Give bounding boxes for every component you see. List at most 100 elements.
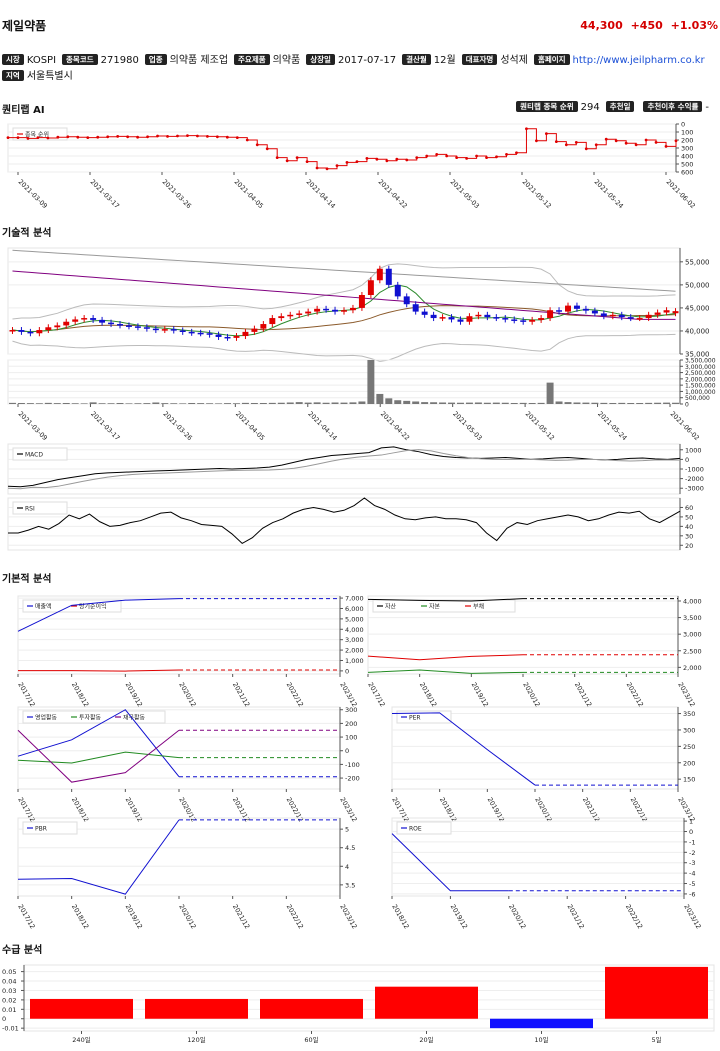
x-tick-label: 2022/12 xyxy=(285,681,305,708)
y-tick-label: 2,500,000 xyxy=(685,370,716,377)
x-tick-label: 2021-03-17 xyxy=(89,410,121,442)
x-tick-label: 2020/12 xyxy=(177,796,197,823)
volume-bar xyxy=(277,402,285,404)
supply-bar xyxy=(260,998,363,1019)
volume-bar xyxy=(322,402,330,404)
y-tick-label: -1000 xyxy=(685,466,704,474)
info-tag: 주요제품 xyxy=(234,54,270,65)
candle-body xyxy=(556,310,563,312)
x-tick-label: 2022/12 xyxy=(285,796,305,823)
volume-bar xyxy=(250,402,258,404)
x-tick-label: 2021-04-22 xyxy=(377,178,409,210)
candle-body xyxy=(439,317,446,319)
y-tick-label: 1000 xyxy=(685,446,702,454)
candle-body xyxy=(45,327,52,331)
x-tick-label: 10일 xyxy=(534,1035,548,1044)
x-tick-label: 2021-04-22 xyxy=(379,410,411,442)
candle-body xyxy=(269,318,276,325)
volume-bar xyxy=(152,402,160,404)
volume-bar xyxy=(645,402,653,404)
y-tick-label: -100 xyxy=(345,761,360,769)
y-tick-label: 45,000 xyxy=(685,304,710,312)
candle-body xyxy=(143,327,150,329)
candle-body xyxy=(349,307,356,311)
volume-bar xyxy=(465,402,473,404)
homepage-link[interactable]: http://www.jeilpharm.co.kr xyxy=(572,55,705,66)
info-value: 12월 xyxy=(433,55,456,66)
candle-body xyxy=(99,319,106,323)
candle-body xyxy=(278,316,285,319)
volume-bar xyxy=(582,402,590,404)
x-tick-label: 120일 xyxy=(187,1035,205,1044)
y-tick-label: 40 xyxy=(685,523,693,531)
volume-bar xyxy=(233,403,240,404)
candle-body xyxy=(600,313,607,317)
series-line-actual xyxy=(17,819,180,895)
x-tick-label: 2023/12 xyxy=(338,903,358,930)
candle-body xyxy=(170,329,177,331)
info-tag: 대표자명 xyxy=(461,54,498,65)
volume-bar xyxy=(349,402,357,404)
x-tick-label: 2018/12 xyxy=(70,796,90,823)
candle-body xyxy=(538,318,545,320)
y-tick-label: 5 xyxy=(345,826,349,834)
y-tick-label: 1,000 xyxy=(345,657,364,665)
y-tick-label: 30 xyxy=(685,532,693,540)
x-tick-label: 2021-05-12 xyxy=(521,178,553,210)
candle-body xyxy=(242,331,249,337)
volume-bar xyxy=(573,402,581,404)
x-tick-label: 2020/12 xyxy=(521,681,541,708)
section-fund: 기본적 분석 xyxy=(2,574,52,585)
macd-line xyxy=(7,446,681,488)
volume-bar xyxy=(71,403,79,404)
x-tick-label: 2023/12 xyxy=(682,903,702,930)
y-tick-label: 0.02 xyxy=(2,996,16,1004)
candle-body xyxy=(341,310,347,312)
candle-body xyxy=(457,319,464,322)
x-tick-label: 2021-06-02 xyxy=(665,178,697,210)
candle-body xyxy=(573,305,580,309)
y-tick-label: 6,000 xyxy=(345,605,364,613)
x-tick-label: 2019/12 xyxy=(124,903,144,930)
volume-bar xyxy=(672,402,679,404)
x-tick-label: 20일 xyxy=(419,1035,433,1044)
info-tag: 상장일 xyxy=(306,54,335,65)
volume-bar xyxy=(591,402,599,404)
info-value: KOSPI xyxy=(26,55,57,66)
bollinger-upper xyxy=(12,263,676,320)
volume-bar xyxy=(17,402,25,404)
y-tick-label: -200 xyxy=(345,775,360,783)
y-tick-label: 3,000 xyxy=(683,631,702,639)
volume-bar xyxy=(80,403,88,404)
candle-body xyxy=(663,310,670,313)
candle-body xyxy=(367,280,374,296)
y-tick-label: 200 xyxy=(345,720,357,728)
x-tick-label: 2019/12 xyxy=(124,796,144,823)
y-tick-label: -3 xyxy=(689,859,695,867)
y-tick-label: 3,500 xyxy=(683,614,702,622)
volume-bar xyxy=(663,402,671,404)
x-tick-label: 2023/12 xyxy=(338,796,358,823)
volume-bar xyxy=(295,402,303,404)
candle-body xyxy=(179,330,186,332)
info-tag: 시장 xyxy=(2,54,24,65)
x-tick-label: 2018/12 xyxy=(438,796,458,823)
y-tick-label: 500,000 xyxy=(685,395,710,402)
volume-bar xyxy=(89,402,97,404)
y-tick-label: 0.01 xyxy=(2,1006,16,1014)
x-tick-label: 2023/12 xyxy=(676,681,696,708)
candle-body xyxy=(72,319,79,322)
company-info: 시장 KOSPI 종목코드 271980 업종 의약품 제조업 주요제품 의약품 상장일 2017… xyxy=(2,52,718,84)
y-tick-label: 0 xyxy=(685,456,689,464)
y-tick-label: -0.01 xyxy=(2,1025,19,1033)
candle-body xyxy=(448,317,455,320)
volume-bar xyxy=(170,403,178,404)
candle-body xyxy=(27,331,34,334)
y-tick-label: 55,000 xyxy=(685,258,710,266)
candle-body xyxy=(609,314,616,317)
candle-body xyxy=(529,319,536,322)
x-tick-label: 2023/12 xyxy=(338,681,358,708)
legend-label: 부채 xyxy=(473,603,484,611)
x-tick-label: 2018/12 xyxy=(70,903,90,930)
volume-bar xyxy=(474,402,482,404)
